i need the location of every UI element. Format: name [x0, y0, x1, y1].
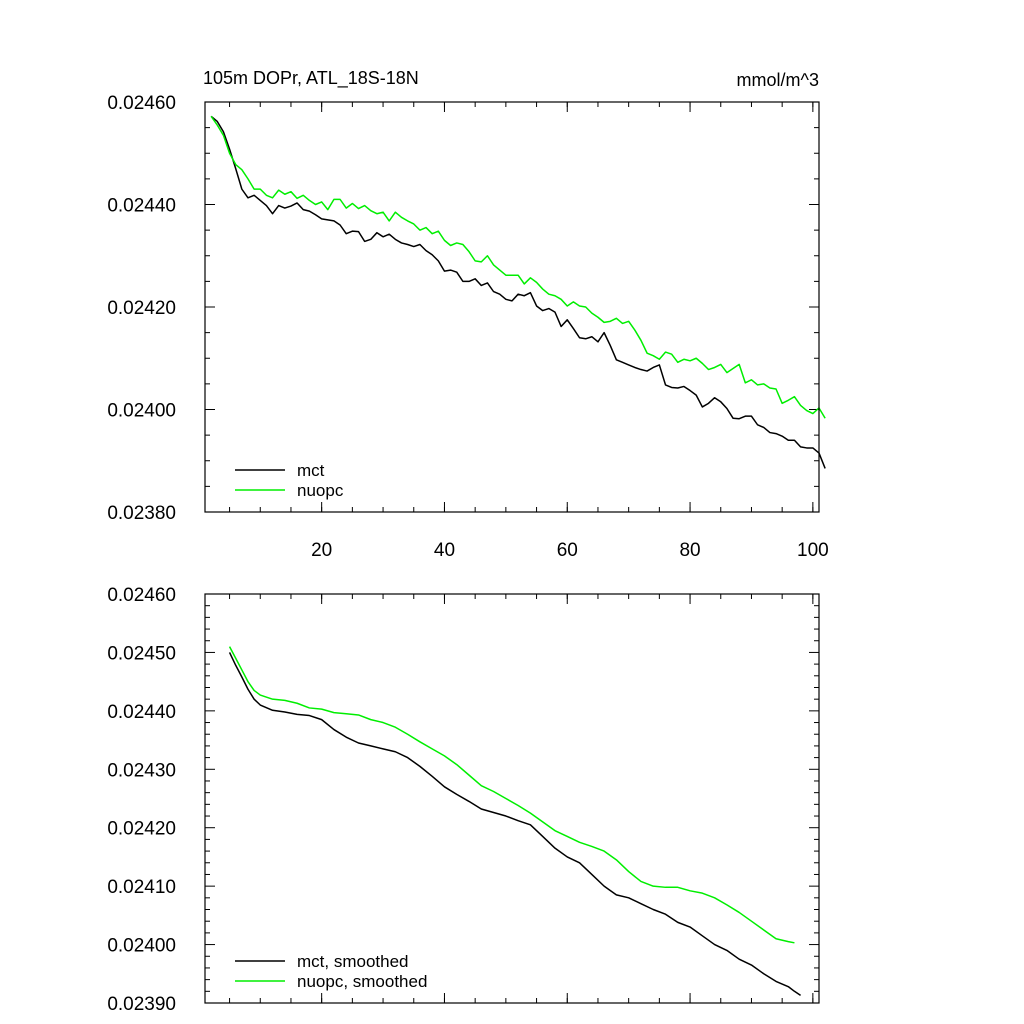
x-tick-label: 60 [557, 540, 578, 561]
x-tick-label: 40 [434, 540, 455, 561]
y-tick-label: 0.02400 [107, 936, 176, 957]
y-tick-label: 0.02460 [107, 93, 176, 114]
top-panel-units: mmol/m^3 [737, 70, 819, 90]
bottom-panel-y-tick-labels: 0.02390 0.02400 0.02410 0.02420 0.02430 0.024… [107, 585, 176, 1015]
series-line-nuopc-smoothed [228, 646, 795, 944]
y-tick-label: 0.02450 [107, 643, 176, 664]
bottom-panel-major-ticks [205, 593, 819, 1004]
top-panel-major-ticks [205, 101, 819, 513]
series-line-mct-smoothed [228, 652, 801, 997]
y-tick-label: 0.02440 [107, 702, 176, 723]
top-panel-minor-ticks [205, 102, 819, 512]
legend-label-nuopc-smoothed: nuopc, smoothed [297, 972, 427, 991]
top-panel-y-tick-labels: 0.02380 0.02400 0.02420 0.02440 0.02460 [107, 93, 176, 524]
legend-label-mct-smoothed: mct, smoothed [297, 952, 409, 971]
y-tick-label: 0.02430 [107, 760, 176, 781]
bottom-panel-series [228, 646, 801, 997]
x-tick-label: 20 [311, 540, 332, 561]
top-panel-legend: mct nuopc [235, 461, 344, 500]
series-line-mct [210, 115, 826, 469]
top-panel-x-tick-labels: 20 40 60 80 100 [311, 540, 829, 561]
series-line-nuopc [210, 115, 826, 419]
top-panel-frame [204, 101, 820, 513]
top-panel: 0.02380 0.02400 0.02420 0.02440 0.02460 20 40… [107, 68, 828, 561]
y-tick-label: 0.02400 [107, 401, 176, 422]
top-panel-series [210, 115, 826, 469]
bottom-panel-frame [204, 593, 820, 1004]
y-tick-label: 0.02420 [107, 819, 176, 840]
top-panel-title: 105m DOPr, ATL_18S-18N [203, 68, 419, 89]
legend-label-mct: mct [297, 461, 325, 480]
y-tick-label: 0.02440 [107, 196, 176, 217]
y-tick-label: 0.02420 [107, 298, 176, 319]
y-tick-label: 0.02390 [107, 994, 176, 1015]
x-tick-label: 100 [797, 540, 829, 561]
legend-label-nuopc: nuopc [297, 481, 344, 500]
x-tick-label: 80 [679, 540, 700, 561]
bottom-panel-legend: mct, smoothed nuopc, smoothed [235, 952, 427, 991]
y-tick-label: 0.02460 [107, 585, 176, 606]
y-tick-label: 0.02380 [107, 503, 176, 524]
y-tick-label: 0.02410 [107, 877, 176, 898]
bottom-panel: 0.02390 0.02400 0.02410 0.02420 0.02430 0.024… [107, 585, 820, 1015]
